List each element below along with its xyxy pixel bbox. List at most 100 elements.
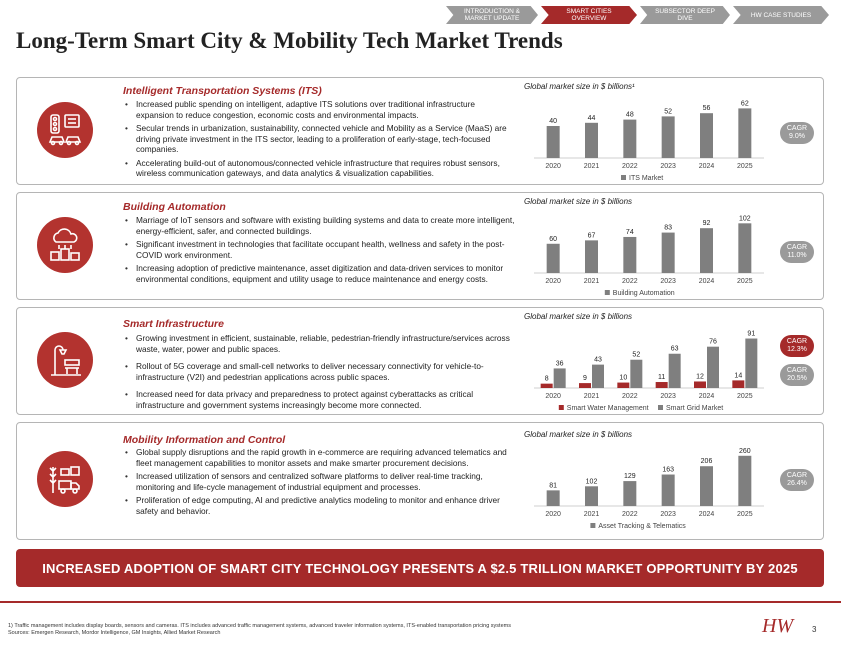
bar: [661, 232, 675, 273]
data-label: 102: [739, 215, 751, 222]
mobility-chart-svg: 81 2020 102 2021 129 2022 163 2023 206 2024 260 202…: [534, 448, 764, 530]
data-label: 9: [583, 375, 587, 382]
bullet-list: Global supply disruptions and the rapid …: [123, 447, 515, 519]
footnote-sources: Sources: Emergen Research, Mordor Intell…: [8, 630, 221, 636]
legend-swatch: [558, 405, 564, 410]
data-label: 206: [701, 458, 713, 465]
data-label: 74: [626, 229, 634, 236]
data-label: 92: [703, 220, 711, 227]
section-title: Smart Infrastructure: [123, 318, 224, 330]
data-label: 11: [658, 374, 665, 381]
cagr-value: 26.4%: [787, 480, 807, 487]
data-label: 44: [588, 115, 596, 122]
footer-divider: [0, 601, 841, 603]
data-label: 163: [662, 467, 674, 474]
data-label: 91: [747, 331, 755, 338]
section-smart-infrastructure: Smart Infrastructure Growing investment …: [16, 307, 824, 415]
data-label: 260: [739, 448, 751, 455]
x-tick-label: 2020: [545, 511, 561, 518]
x-tick-label: 2021: [584, 163, 600, 170]
building-automation-chart-svg: 60 2020 67 2021 74 2022 83 2023 92 2024 102 2025 Bui…: [534, 215, 764, 297]
x-tick-label: 2021: [584, 393, 600, 400]
legend-swatch: [658, 405, 663, 410]
data-label: 12: [696, 373, 704, 380]
data-label: 52: [664, 108, 672, 115]
list-item: Rollout of 5G coverage and small-cell ne…: [123, 361, 515, 382]
cagr-badge: CAGR 9.0%: [780, 122, 814, 144]
legend-label: Smart Water Management: [567, 405, 649, 412]
bar: [700, 228, 713, 273]
list-item: Increased need for data privacy and prep…: [123, 389, 515, 410]
legend-label: ITS Market: [629, 175, 663, 182]
data-label: 56: [703, 105, 711, 112]
data-label: 40: [549, 118, 557, 125]
section-its: Intelligent Transportation Systems (ITS)…: [16, 77, 824, 185]
bar: [661, 474, 675, 506]
logistics-truck-icon: [37, 451, 93, 507]
tab-subsector-deep-dive[interactable]: SUBSECTOR DEEP DIVE: [640, 6, 730, 24]
data-label: 67: [588, 232, 596, 239]
x-tick-label: 2024: [699, 393, 715, 400]
conclusion-banner: INCREASED ADOPTION OF SMART CITY TECHNOL…: [16, 549, 824, 587]
bar: [623, 481, 637, 506]
data-label: 83: [664, 225, 672, 232]
list-item: Growing investment in efficient, sustain…: [123, 333, 515, 354]
cagr-value: 20.5%: [787, 375, 807, 382]
cagr-label: CAGR: [786, 367, 808, 374]
data-label: 102: [586, 478, 598, 485]
x-tick-label: 2025: [737, 278, 753, 285]
bar: [655, 382, 668, 388]
data-label: 63: [671, 346, 679, 353]
data-label: 60: [549, 236, 557, 243]
cagr-value: 9.0%: [789, 133, 805, 140]
x-tick-label: 2020: [545, 393, 561, 400]
bar: [623, 236, 637, 273]
bar: [585, 486, 598, 506]
x-tick-label: 2022: [622, 393, 638, 400]
x-tick-label: 2023: [660, 393, 676, 400]
x-tick-label: 2025: [737, 511, 753, 518]
x-tick-label: 2024: [699, 278, 715, 285]
bar: [661, 116, 675, 158]
bar: [707, 346, 719, 388]
list-item: Accelerating build-out of autonomous/con…: [123, 158, 515, 179]
hw-logo: HW: [762, 615, 794, 637]
section-building-automation: Building Automation Marriage of IoT sens…: [16, 192, 824, 300]
chart-title: Global market size in $ billions¹: [524, 82, 635, 91]
chart-title: Global market size in $ billions: [524, 430, 633, 439]
smart-infrastructure-chart: Global market size in $ billions 8 36 2020…: [522, 312, 772, 424]
section-title: Mobility Information and Control: [123, 434, 286, 446]
x-tick-label: 2022: [622, 278, 638, 285]
cagr-label: CAGR: [786, 244, 808, 251]
chart-title: Global market size in $ billions: [524, 312, 633, 321]
x-tick-label: 2024: [699, 511, 715, 518]
data-label: 76: [709, 339, 717, 346]
bar: [592, 364, 604, 388]
legend-label: Building Automation: [613, 290, 675, 297]
bar: [745, 338, 758, 388]
tab-introduction[interactable]: INTRODUCTION & MARKET UPDATE: [446, 6, 538, 24]
bullet-list: Growing investment in efficient, sustain…: [123, 333, 515, 413]
data-label: 14: [734, 372, 742, 379]
bar: [738, 223, 752, 273]
x-tick-label: 2022: [622, 163, 638, 170]
footnote-1: 1) Traffic management includes display b…: [8, 623, 511, 629]
x-tick-label: 2021: [584, 511, 600, 518]
bar: [694, 381, 706, 388]
traffic-light-cars-icon: [37, 102, 93, 158]
mobility-chart: Global market size in $ billions 81 2020 1…: [522, 430, 772, 542]
legend-label: Asset Tracking & Telematics: [598, 523, 686, 530]
x-tick-label: 2023: [660, 511, 676, 518]
data-label: 43: [594, 357, 602, 364]
section-title: Intelligent Transportation Systems (ITS): [123, 85, 322, 97]
list-item: Increased public spending on intelligent…: [123, 99, 515, 120]
legend-label: Smart Grid Market: [666, 405, 723, 412]
bar: [546, 243, 560, 273]
cagr-label: CAGR: [786, 338, 808, 345]
list-item: Increased utilization of sensors and cen…: [123, 471, 515, 492]
data-label: 52: [632, 352, 640, 359]
bullet-list: Increased public spending on intelligent…: [123, 99, 515, 182]
tab-smart-cities-overview[interactable]: SMART CITIES OVERVIEW: [541, 6, 637, 24]
its-chart-svg: 40 2020 44 2021 48 2022 52 2023 56 2024 62 2025 ITS …: [534, 100, 764, 182]
tab-hw-case-studies[interactable]: HW CASE STUDIES: [733, 6, 829, 24]
